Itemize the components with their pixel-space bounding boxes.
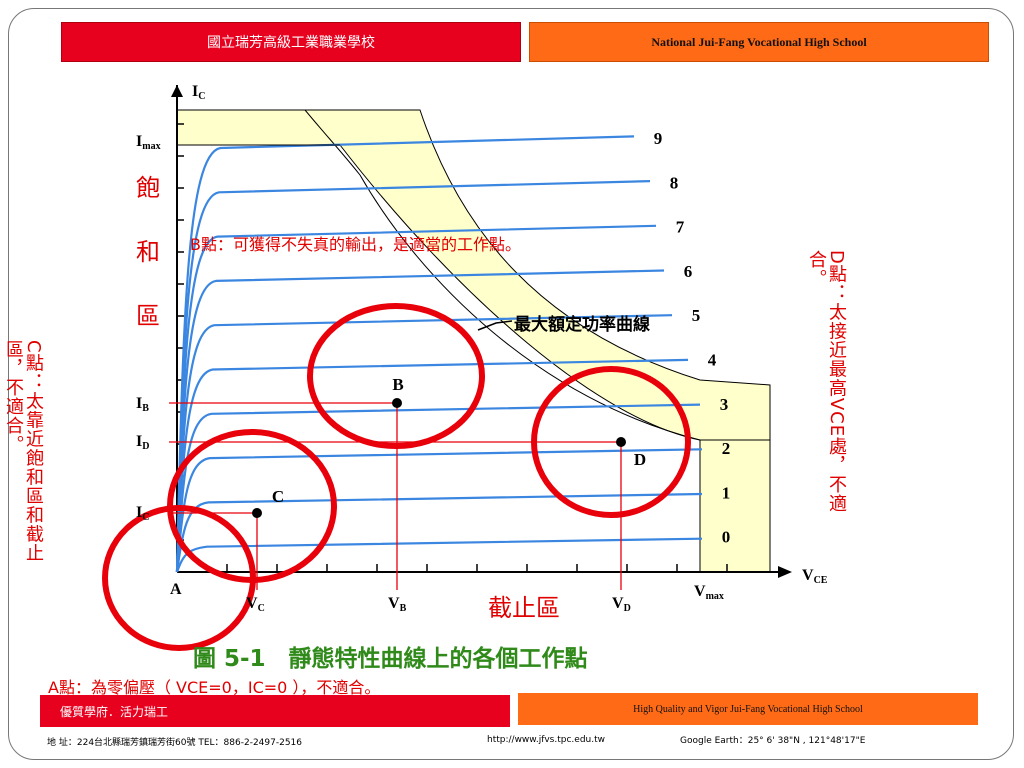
saturation-label-0: 飽 bbox=[136, 174, 160, 202]
header-left-banner: 國立瑞芳高級工業職業學校 bbox=[61, 22, 521, 62]
ib-curve-7 bbox=[175, 224, 657, 573]
point-b bbox=[392, 398, 402, 408]
imax-label: Imax bbox=[136, 133, 161, 152]
vmax-label: Vmax bbox=[694, 583, 724, 602]
school-name-chinese: 國立瑞芳高級工業職業學校 bbox=[207, 35, 375, 51]
x-axis-arrow bbox=[778, 566, 792, 578]
d-point-note: D點：太接近最高VCE處，不適合。 bbox=[806, 250, 847, 514]
footer-left-banner: 優質學府．活力瑞工 bbox=[40, 695, 510, 727]
c-point-note: C點：太靠近飽和區和截止區，不適合。 bbox=[3, 340, 44, 563]
vd-label: VD bbox=[612, 595, 631, 614]
header-right-banner: National Jui-Fang Vocational High School bbox=[529, 22, 989, 62]
curve-label-3: 3 bbox=[720, 395, 729, 414]
b-point-note: B點：可獲得不失真的輸出，是適當的工作點。 bbox=[190, 235, 521, 254]
vb-label: VB bbox=[388, 595, 407, 614]
point-d-label: D bbox=[634, 450, 646, 469]
curve-label-8: 8 bbox=[670, 173, 679, 192]
saturation-label-2: 區 bbox=[136, 302, 160, 330]
footer-slogan: 優質學府．活力瑞工 bbox=[60, 704, 169, 719]
footer-slogan-english: High Quality and Vigor Jui-Fang Vocation… bbox=[633, 703, 863, 715]
footer-geo: Google Earth：25° 6' 38"N , 121°48'17"E bbox=[680, 736, 866, 746]
footer-address: 地 址：224台北縣瑞芳鎮瑞芳街60號 TEL：886-2-2497-2516 bbox=[47, 738, 303, 748]
point-c-label: C bbox=[272, 487, 284, 506]
cutoff-label: 截止區 bbox=[488, 594, 560, 622]
figure-caption: 圖 5-1 靜態特性曲線上的各個工作點 bbox=[193, 645, 588, 672]
curve-label-7: 7 bbox=[676, 218, 685, 237]
circle-a bbox=[102, 505, 256, 651]
vc-label: VC bbox=[246, 595, 265, 614]
a-point-note: A點：為零偏壓（ VCE=0，IC=0 ），不適合。 bbox=[48, 678, 380, 697]
origin-label: A bbox=[170, 581, 182, 598]
footer-right-banner: High Quality and Vigor Jui-Fang Vocation… bbox=[518, 693, 978, 725]
footer-url: http://www.jfvs.tpc.edu.tw bbox=[487, 735, 605, 745]
ib-curve-0 bbox=[175, 537, 703, 573]
curve-label-4: 4 bbox=[708, 351, 717, 370]
y-axis-arrow bbox=[171, 85, 183, 97]
curve-label-6: 6 bbox=[684, 262, 693, 281]
id-label: ID bbox=[136, 433, 149, 452]
curve-label-9: 9 bbox=[654, 129, 663, 148]
slide: 國立瑞芳高級工業職業學校 National Jui-Fang Vocationa… bbox=[8, 8, 1014, 760]
point-c bbox=[252, 508, 262, 518]
saturation-label-1: 和 bbox=[136, 238, 160, 266]
school-name-english: National Jui-Fang Vocational High School bbox=[651, 34, 867, 49]
circle-d bbox=[531, 366, 691, 518]
max-power-label: 最大額定功率曲線 bbox=[514, 314, 650, 335]
ic-axis-label: IC bbox=[192, 83, 205, 102]
ib-label: IB bbox=[136, 395, 149, 414]
ib-curve-1 bbox=[175, 492, 703, 573]
curve-label-2: 2 bbox=[722, 439, 731, 458]
vce-axis-label: VCE bbox=[802, 567, 828, 586]
curve-label-0: 0 bbox=[722, 528, 731, 547]
curve-label-5: 5 bbox=[692, 306, 701, 325]
max-power-leader bbox=[477, 320, 513, 331]
curve-label-1: 1 bbox=[722, 483, 731, 502]
circle-b bbox=[307, 303, 485, 449]
ic-point-label: IC bbox=[136, 504, 149, 523]
point-b-label: B bbox=[392, 375, 403, 394]
point-d bbox=[616, 437, 626, 447]
